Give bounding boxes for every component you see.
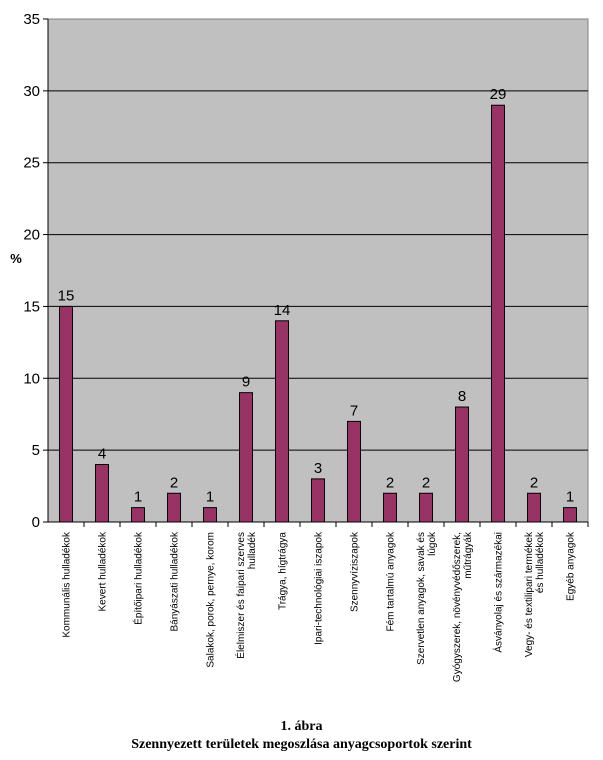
bar xyxy=(275,320,289,523)
bars xyxy=(59,104,577,523)
x-tick-label: Egyéb anyagok xyxy=(566,531,577,601)
data-label: 1 xyxy=(206,489,214,506)
bar xyxy=(347,420,361,523)
y-tick-label: 20 xyxy=(23,227,40,244)
y-axis-label: % xyxy=(10,251,22,266)
bar xyxy=(563,507,577,523)
x-tick-label: Trágya, hígtrágya xyxy=(278,532,289,610)
x-tick-label: Ipari-technológiai iszapok xyxy=(314,531,325,645)
figure-number: 1. ábra xyxy=(280,719,323,734)
x-tick-label: Szervetlen anyagok, savak éslúgok xyxy=(416,531,438,665)
data-label: 3 xyxy=(314,460,322,477)
y-tick-label: 35 xyxy=(23,11,40,28)
data-label: 1 xyxy=(566,489,574,506)
data-label: 2 xyxy=(422,474,430,491)
bar xyxy=(311,478,325,523)
data-label: 2 xyxy=(530,474,538,491)
bar xyxy=(527,492,541,523)
data-label: 29 xyxy=(490,86,507,103)
bar-chart: 0 5 10 15 20 25 30 35 15 4 1 2 1 9 14 3 7 2 2 8 29 2 1 Kommun… xyxy=(10,11,589,682)
y-tick-label: 15 xyxy=(23,298,40,315)
x-tick-label: Gyógyszerek, növényvédőszerek,műtrágyák xyxy=(452,531,474,682)
y-tick-label: 25 xyxy=(23,155,40,172)
x-axis-ticks: Kommunális hulladékok Kevert hulladékok Ép… xyxy=(62,522,589,682)
y-tick-label: 0 xyxy=(32,514,40,531)
x-tick-label: Fém tartalmú anyagok xyxy=(386,531,397,631)
plot-area xyxy=(47,18,589,523)
bar xyxy=(203,507,217,523)
x-tick-label: Vegy- és textilipari termékekés hulladék… xyxy=(524,531,546,657)
data-label: 4 xyxy=(98,446,106,463)
x-tick-label: Építőipari hulladékok xyxy=(132,531,145,625)
data-label: 2 xyxy=(170,474,178,491)
x-tick-label: Kommunális hulladékok xyxy=(62,531,73,638)
bar xyxy=(419,492,433,523)
bar xyxy=(167,492,181,523)
figure-caption: Szennyezett területek megoszlása anyagcs… xyxy=(131,737,472,752)
data-label: 8 xyxy=(458,388,466,405)
data-label: 15 xyxy=(58,287,75,304)
bar xyxy=(491,104,505,523)
data-label: 1 xyxy=(134,489,142,506)
data-label: 14 xyxy=(274,302,291,319)
bar xyxy=(455,406,469,523)
bar xyxy=(239,392,253,523)
x-tick-label: Ásványolaj és származékai xyxy=(492,532,505,653)
data-label: 7 xyxy=(350,402,358,419)
y-tick-label: 30 xyxy=(23,83,40,100)
x-tick-label: Salakok, porok, pernye, korom xyxy=(206,532,217,668)
x-tick-label: Bányászati hulladékok xyxy=(170,531,181,632)
x-tick-label: Szennyvíziszapok xyxy=(350,531,361,612)
x-tick-label: Kevert hulladékok xyxy=(98,531,109,611)
bar xyxy=(383,492,397,523)
bar xyxy=(59,305,73,523)
data-labels: 15 4 1 2 1 9 14 3 7 2 2 8 29 2 1 xyxy=(58,86,575,505)
data-label: 9 xyxy=(242,374,250,391)
data-label: 2 xyxy=(386,474,394,491)
bar xyxy=(95,464,109,523)
x-tick-label: Élelmiszer és faipari szerveshulladék xyxy=(234,531,258,659)
y-tick-label: 10 xyxy=(23,370,40,387)
y-tick-label: 5 xyxy=(32,442,40,459)
bar xyxy=(131,507,145,523)
